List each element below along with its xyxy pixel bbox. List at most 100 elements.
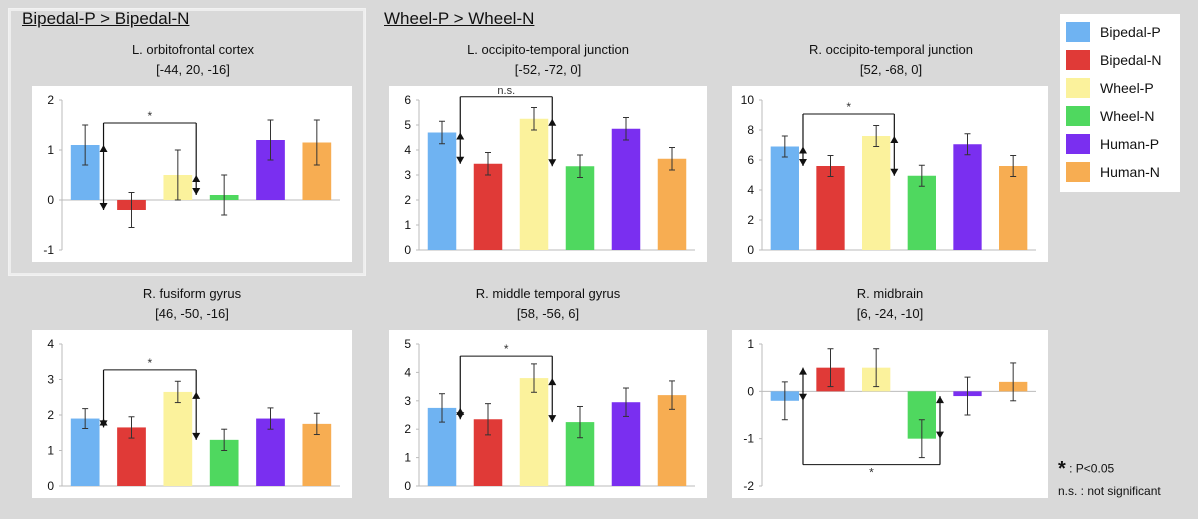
chart-title: L. occipito-temporal junction — [467, 42, 629, 57]
bar — [657, 395, 687, 486]
y-tick-label: 3 — [404, 394, 411, 408]
legend-swatch — [1066, 162, 1090, 182]
y-tick-label: 4 — [47, 337, 54, 351]
chart-title: L. orbitofrontal cortex — [131, 42, 255, 57]
arrow-head — [456, 156, 465, 164]
arrow-head — [935, 396, 944, 404]
significance-label: * — [148, 109, 153, 123]
chart-svg: -1 0 1 2 * — [43, 93, 340, 257]
y-tick-label: 2 — [47, 93, 54, 107]
legend-item: Bipedal-N — [1066, 50, 1178, 70]
chart-svg: 0 1 2 3 4 5 6 n.s. — [404, 85, 695, 257]
arrow-head — [456, 412, 465, 420]
y-tick-label: 2 — [404, 193, 411, 207]
y-tick-label: 1 — [47, 143, 54, 157]
y-tick-label: 2 — [47, 408, 54, 422]
arrow-head — [192, 188, 201, 195]
legend-swatch — [1066, 134, 1090, 154]
y-tick-label: 5 — [404, 337, 411, 351]
significance-label: * — [148, 356, 153, 370]
y-tick-label: 10 — [741, 93, 755, 107]
arrow-head — [192, 391, 201, 399]
y-tick-label: 4 — [747, 183, 754, 197]
significance-note: * : P<0.05 — [1058, 458, 1114, 481]
bar — [907, 175, 936, 250]
y-tick-label: 6 — [404, 93, 411, 107]
y-tick-label: -2 — [743, 479, 754, 493]
y-tick-label: -1 — [743, 432, 754, 446]
chart-svg: -2 -1 0 1 * — [743, 337, 1036, 493]
bar — [473, 163, 503, 250]
arrow-head — [798, 367, 807, 375]
legend-label: Human-P — [1100, 136, 1160, 152]
y-tick-label: 1 — [404, 218, 411, 232]
chart-subtitle: [-52, -72, 0] — [514, 62, 582, 77]
y-tick-label: 4 — [404, 143, 411, 157]
legend: Bipedal-P Bipedal-N Wheel-P Wheel-N Huma… — [1060, 14, 1180, 192]
p-value-note: : P<0.05 — [1065, 461, 1115, 476]
y-tick-label: 0 — [404, 479, 411, 493]
legend-item: Bipedal-P — [1066, 22, 1178, 42]
chart-title: R. occipito-temporal junction — [808, 42, 974, 57]
bar — [256, 418, 285, 486]
arrow-head — [99, 145, 108, 152]
group-title-wheel: Wheel-P > Wheel-N — [384, 9, 535, 28]
chart-title: R. fusiform gyrus — [142, 286, 242, 301]
legend-label: Human-N — [1100, 164, 1160, 180]
legend-swatch — [1066, 78, 1090, 98]
arrow-head — [548, 159, 557, 167]
arrow-head — [890, 168, 899, 176]
bar — [519, 118, 549, 250]
y-tick-label: 4 — [404, 365, 411, 379]
arrow-head — [548, 415, 557, 423]
y-tick-label: 0 — [747, 384, 754, 398]
legend-item: Human-P — [1066, 134, 1178, 154]
arrow-head — [456, 132, 465, 140]
y-tick-label: 2 — [747, 213, 754, 227]
y-tick-label: 0 — [47, 193, 54, 207]
significance-label: * — [846, 100, 851, 114]
bar — [816, 166, 845, 250]
y-tick-label: 0 — [404, 243, 411, 257]
legend-label: Wheel-P — [1100, 80, 1154, 96]
arrow-head — [798, 159, 807, 166]
bar — [427, 132, 457, 250]
arrow-head — [890, 136, 899, 143]
legend-swatch — [1066, 22, 1090, 42]
arrow-head — [99, 420, 108, 428]
ns-note: n.s. : not significant — [1058, 484, 1161, 498]
legend-label: Bipedal-N — [1100, 52, 1162, 68]
arrow-head — [548, 378, 557, 386]
chart-subtitle: [6, -24, -10] — [856, 306, 924, 321]
chart-title: R. midbrain — [856, 286, 924, 301]
significance-label: * — [869, 466, 874, 480]
bar — [862, 136, 891, 250]
bar — [519, 378, 549, 486]
chart-svg: 0 1 2 3 4 * — [47, 337, 340, 493]
y-tick-label: 8 — [747, 123, 754, 137]
legend-label: Bipedal-P — [1100, 24, 1161, 40]
chart-svg: 0 1 2 3 4 5 * — [404, 337, 695, 493]
legend-item: Wheel-P — [1066, 78, 1178, 98]
bar — [565, 166, 595, 250]
arrow-head — [935, 431, 944, 439]
bar — [611, 128, 641, 250]
legend-swatch — [1066, 50, 1090, 70]
chart-subtitle: [46, -50, -16] — [155, 306, 229, 321]
legend-swatch — [1066, 106, 1090, 126]
bar — [999, 166, 1028, 250]
y-tick-label: 3 — [404, 168, 411, 182]
y-tick-label: 1 — [404, 451, 411, 465]
significance-label: * — [504, 342, 509, 356]
y-tick-label: 5 — [404, 118, 411, 132]
legend-item: Human-N — [1066, 162, 1178, 182]
star-icon: * — [1058, 458, 1066, 480]
arrow-head — [548, 118, 557, 126]
bar — [770, 146, 799, 250]
chart-title: R. middle temporal gyrus — [475, 286, 621, 301]
chart-subtitle: [52, -68, 0] — [859, 62, 923, 77]
bar — [953, 144, 982, 250]
y-tick-label: 1 — [747, 337, 754, 351]
legend-item: Wheel-N — [1066, 106, 1178, 126]
y-tick-label: 0 — [47, 479, 54, 493]
